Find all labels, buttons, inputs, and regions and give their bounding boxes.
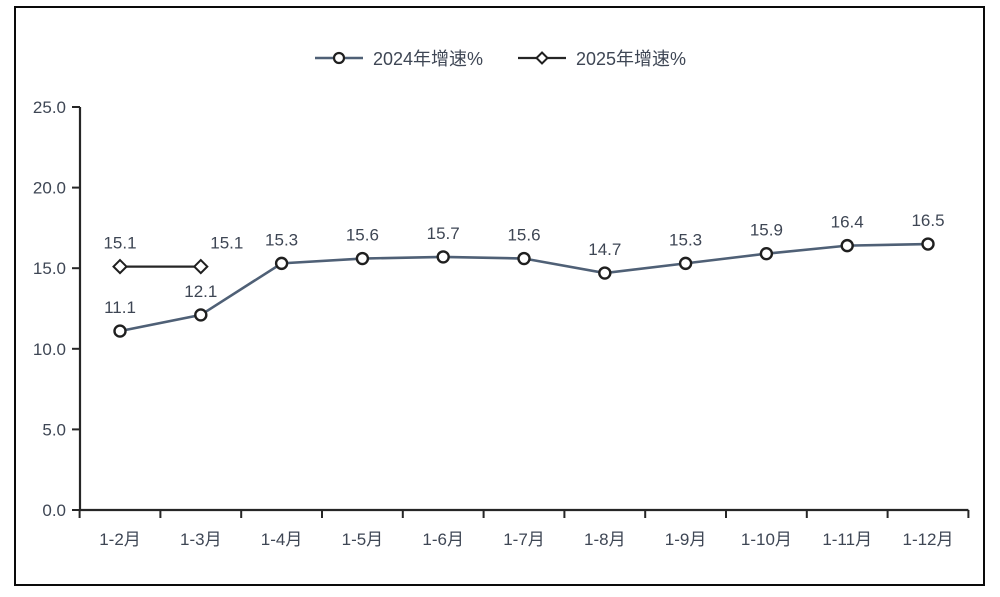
data-point-circle [759, 246, 774, 261]
x-tick-label: 1-4月 [261, 530, 303, 549]
data-label: 15.6 [346, 226, 379, 245]
y-tick-label: 0.0 [42, 501, 66, 520]
data-point-circle [113, 324, 127, 338]
y-tick-label: 10.0 [33, 340, 66, 359]
legend-label-2025: 2025年增速% [576, 49, 687, 69]
data-point-circle [678, 256, 693, 271]
data-label: 14.7 [588, 240, 621, 259]
data-point-diamond [192, 258, 209, 275]
y-tick-label: 20.0 [33, 179, 66, 198]
data-point-circle [921, 237, 935, 251]
data-label: 15.3 [265, 230, 298, 249]
x-tick-label: 1-9月 [665, 530, 707, 549]
circle-marker-icon [314, 51, 363, 65]
x-tick-label: 1-7月 [503, 530, 545, 549]
x-tick-label: 1-3月 [180, 530, 222, 549]
chart-legend: 2024年增速% 2025年增速% [0, 45, 1000, 71]
data-label: 15.3 [669, 230, 702, 249]
data-label: 16.4 [831, 213, 864, 232]
y-tick-label: 25.0 [33, 98, 66, 117]
data-label: 12.1 [184, 282, 217, 301]
x-tick-label: 1-5月 [342, 530, 384, 549]
diamond-marker-icon [518, 51, 566, 65]
x-tick-label: 1-8月 [584, 530, 626, 549]
data-point-circle [517, 251, 531, 266]
data-point-circle [840, 238, 854, 253]
data-point-circle [355, 251, 370, 266]
y-tick-label: 15.0 [33, 259, 66, 278]
data-label: 15.9 [750, 221, 783, 240]
data-point-circle [436, 250, 450, 264]
data-point-circle [194, 308, 208, 322]
data-label: 15.1 [210, 234, 243, 253]
x-tick-label: 1-6月 [422, 530, 464, 549]
legend-label-2024: 2024年增速% [372, 49, 483, 69]
data-label: 15.7 [427, 224, 460, 243]
data-point-circle [274, 256, 289, 271]
data-label: 16.5 [911, 211, 944, 230]
chart-frame [14, 6, 985, 586]
legend-item-2025: 2025年增速% [517, 45, 686, 71]
y-tick-label: 5.0 [42, 420, 66, 439]
data-label: 15.6 [507, 226, 540, 245]
data-point-diamond [112, 258, 128, 275]
data-label: 15.1 [103, 234, 136, 253]
x-tick-label: 1-11月 [822, 530, 872, 549]
data-point-circle [598, 266, 612, 280]
x-tick-label: 1-10月 [741, 530, 792, 549]
x-tick-label: 1-2月 [99, 530, 141, 549]
legend-item-2024: 2024年增速% [314, 45, 483, 71]
data-label: 11.1 [104, 298, 136, 317]
x-tick-label: 1-12月 [902, 530, 953, 549]
